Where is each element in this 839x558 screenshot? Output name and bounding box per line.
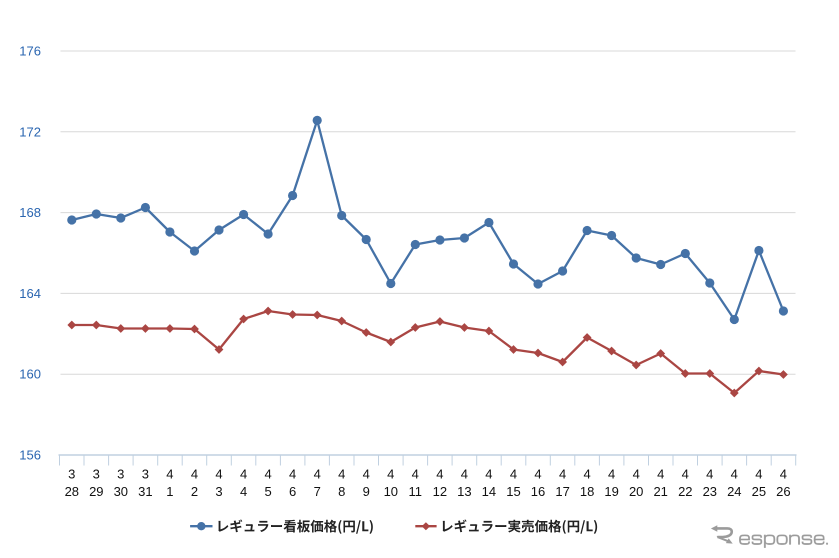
svg-text:4: 4: [215, 466, 222, 481]
svg-text:12: 12: [433, 484, 447, 499]
svg-text:24: 24: [727, 484, 741, 499]
svg-text:176: 176: [19, 44, 41, 59]
svg-text:29: 29: [89, 484, 103, 499]
svg-text:25: 25: [752, 484, 766, 499]
svg-text:17: 17: [555, 484, 569, 499]
svg-text:4: 4: [412, 466, 419, 481]
svg-text:5: 5: [264, 484, 271, 499]
svg-text:4: 4: [387, 466, 394, 481]
svg-text:168: 168: [19, 205, 41, 220]
svg-text:4: 4: [608, 466, 615, 481]
svg-text:4: 4: [583, 466, 590, 481]
svg-text:19: 19: [604, 484, 618, 499]
svg-text:3: 3: [93, 466, 100, 481]
svg-text:28: 28: [65, 484, 79, 499]
svg-text:4: 4: [706, 466, 713, 481]
svg-text:4: 4: [461, 466, 468, 481]
svg-text:3: 3: [142, 466, 149, 481]
svg-text:4: 4: [191, 466, 198, 481]
svg-text:18: 18: [580, 484, 594, 499]
svg-text:4: 4: [755, 466, 762, 481]
svg-text:4: 4: [240, 484, 247, 499]
svg-text:2: 2: [191, 484, 198, 499]
svg-text:30: 30: [114, 484, 128, 499]
svg-text:26: 26: [776, 484, 790, 499]
svg-text:164: 164: [19, 286, 41, 301]
svg-text:4: 4: [264, 466, 271, 481]
svg-text:156: 156: [19, 448, 41, 463]
svg-text:4: 4: [436, 466, 443, 481]
svg-text:9: 9: [363, 484, 370, 499]
svg-text:4: 4: [534, 466, 541, 481]
svg-text:4: 4: [363, 466, 370, 481]
svg-text:4: 4: [289, 466, 296, 481]
svg-text:23: 23: [703, 484, 717, 499]
svg-text:4: 4: [510, 466, 517, 481]
svg-text:14: 14: [482, 484, 496, 499]
svg-text:3: 3: [68, 466, 75, 481]
svg-text:4: 4: [633, 466, 640, 481]
svg-text:4: 4: [338, 466, 345, 481]
svg-text:4: 4: [314, 466, 321, 481]
svg-text:4: 4: [166, 466, 173, 481]
svg-text:15: 15: [506, 484, 520, 499]
svg-text:3: 3: [117, 466, 124, 481]
svg-text:20: 20: [629, 484, 643, 499]
svg-text:4: 4: [240, 466, 247, 481]
svg-text:13: 13: [457, 484, 471, 499]
svg-text:1: 1: [166, 484, 173, 499]
svg-text:10: 10: [384, 484, 398, 499]
svg-text:3: 3: [215, 484, 222, 499]
svg-text:31: 31: [138, 484, 152, 499]
svg-text:172: 172: [19, 124, 41, 139]
svg-text:4: 4: [559, 466, 566, 481]
svg-text:7: 7: [314, 484, 321, 499]
svg-text:4: 4: [485, 466, 492, 481]
svg-text:8: 8: [338, 484, 345, 499]
svg-text:4: 4: [780, 466, 787, 481]
svg-text:4: 4: [731, 466, 738, 481]
svg-text:22: 22: [678, 484, 692, 499]
svg-text:11: 11: [409, 484, 423, 499]
svg-text:4: 4: [657, 466, 664, 481]
svg-text:16: 16: [531, 484, 545, 499]
svg-text:21: 21: [653, 484, 667, 499]
svg-text:160: 160: [19, 367, 41, 382]
svg-text:4: 4: [682, 466, 689, 481]
svg-text:6: 6: [289, 484, 296, 499]
